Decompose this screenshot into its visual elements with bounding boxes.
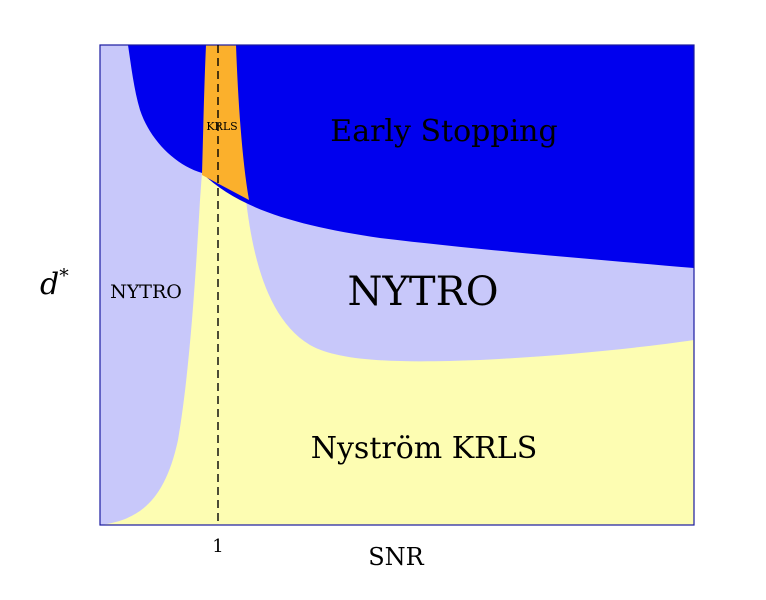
region-krls (202, 45, 249, 200)
y-axis-label: d* (40, 265, 69, 302)
y-axis-label-sup: * (59, 265, 69, 287)
region-early-stopping (128, 45, 694, 268)
plot-frame (99, 44, 695, 526)
label-nystrom-krls: Nyström KRLS (311, 431, 538, 466)
y-axis-label-base: d (40, 267, 59, 302)
label-early-stopping: Early Stopping (330, 114, 557, 149)
label-krls: KRLS (206, 120, 237, 133)
x-axis-label: SNR (368, 543, 424, 571)
label-nytro-main: NYTRO (348, 269, 499, 315)
label-nytro-left: NYTRO (110, 281, 182, 303)
x-tick-label: 1 (212, 536, 223, 557)
